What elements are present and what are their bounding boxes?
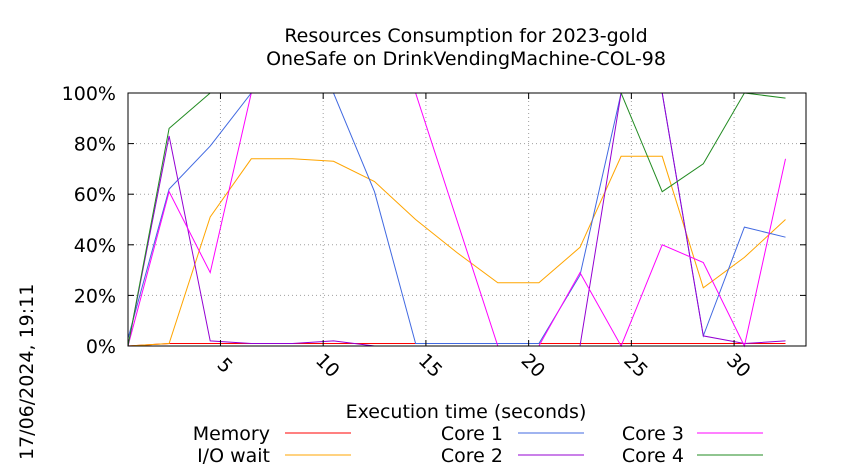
- y-tick-label: 20%: [74, 285, 116, 307]
- x-tick-label: 20: [517, 349, 550, 382]
- series-line-i-o-wait: [127, 155, 786, 347]
- legend-label-core-4: Core 4: [622, 445, 684, 467]
- series-line-core-3: [127, 92, 786, 348]
- x-tick-label: 5: [213, 354, 237, 378]
- x-tick-label: 15: [414, 349, 447, 382]
- chart-title-line-2: OneSafe on DrinkVendingMachine-COL-98: [266, 48, 666, 70]
- timestamp: 17/06/2024, 19:11: [16, 284, 38, 460]
- legend-label-core-3: Core 3: [622, 423, 684, 445]
- x-tick-label: 30: [722, 349, 755, 382]
- series-layer: [127, 92, 786, 348]
- plot-frame: [127, 92, 807, 347]
- x-tick-label: 25: [619, 349, 652, 382]
- y-tick-label: 60%: [74, 184, 116, 206]
- x-tick-label: 10: [311, 349, 344, 382]
- y-tick-label: 40%: [74, 235, 116, 257]
- x-axis-label: Execution time (seconds): [346, 401, 587, 423]
- legend-label-core-1: Core 1: [441, 423, 503, 445]
- grid: [128, 93, 806, 346]
- ticks: 0% 20% 40% 60% 80% 100% 5 10 15 20 25 30: [62, 83, 806, 382]
- y-tick-label: 0%: [86, 336, 116, 358]
- legend-label-i-o-wait: I/O wait: [197, 445, 270, 467]
- y-tick-label: 80%: [74, 134, 116, 156]
- legend-label-memory: Memory: [193, 423, 270, 445]
- y-tick-label: 100%: [62, 83, 116, 105]
- legend-label-core-2: Core 2: [441, 445, 503, 467]
- chart-title-line-1: Resources Consumption for 2023-gold: [284, 25, 647, 47]
